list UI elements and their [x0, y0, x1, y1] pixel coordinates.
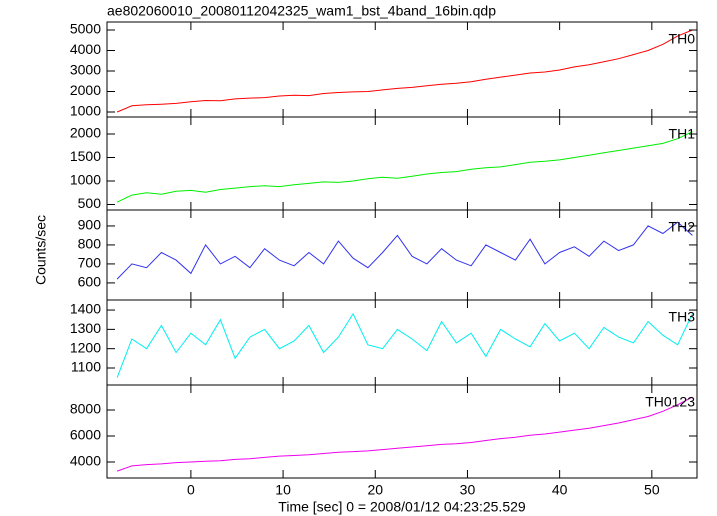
y-tick-label: 3000 — [70, 62, 101, 78]
panel-label: TH1 — [669, 126, 696, 142]
y-tick-label: 1000 — [70, 103, 101, 119]
panel-label: TH0123 — [645, 394, 695, 410]
y-tick-label: 5000 — [70, 21, 101, 37]
x-tick-label: 20 — [367, 482, 383, 498]
y-tick-label: 500 — [78, 195, 102, 211]
panel-frame — [106, 209, 698, 301]
y-tick-label: 4000 — [70, 41, 101, 57]
y-tick-label: 1100 — [71, 359, 101, 375]
y-tick-label: 8000 — [70, 401, 101, 417]
y-tick-label: 700 — [78, 255, 102, 271]
x-tick-label: 40 — [552, 482, 568, 498]
y-tick-label: 4000 — [70, 453, 101, 469]
y-tick-label: 900 — [78, 217, 102, 233]
light-curve — [116, 396, 693, 472]
y-tick-label: 1300 — [70, 320, 101, 336]
x-tick-label: 10 — [275, 482, 291, 498]
panel-frame — [106, 116, 698, 211]
y-tick-label: 1500 — [70, 148, 101, 164]
y-tick-label: 800 — [78, 236, 102, 252]
y-tick-label: 6000 — [70, 427, 101, 443]
panel-label: TH0 — [669, 31, 696, 47]
panel-label: TH2 — [669, 219, 696, 235]
y-tick-label: 1200 — [70, 339, 101, 355]
x-tick-label: 0 — [187, 482, 195, 498]
panel-label: TH3 — [669, 309, 696, 325]
x-axis-label: Time [sec] 0 = 2008/01/12 04:23:25.529 — [278, 499, 526, 515]
light-curve — [116, 131, 693, 203]
y-axis-label: Counts/sec — [33, 215, 49, 285]
x-tick-label: 30 — [460, 482, 476, 498]
light-curve — [116, 221, 693, 280]
panel-frame — [106, 299, 698, 386]
y-tick-label: 2000 — [70, 82, 101, 98]
panel-frame — [106, 21, 698, 118]
y-tick-label: 2000 — [70, 125, 101, 141]
y-tick-label: 1400 — [70, 301, 101, 317]
light-curve — [116, 29, 693, 113]
chart-title: ae802060010_20080112042325_wam1_bst_4ban… — [107, 3, 496, 19]
light-curve — [116, 312, 693, 378]
y-tick-label: 1000 — [70, 172, 101, 188]
x-tick-label: 50 — [644, 482, 660, 498]
y-tick-label: 600 — [78, 274, 102, 290]
panel-frame — [106, 384, 698, 479]
